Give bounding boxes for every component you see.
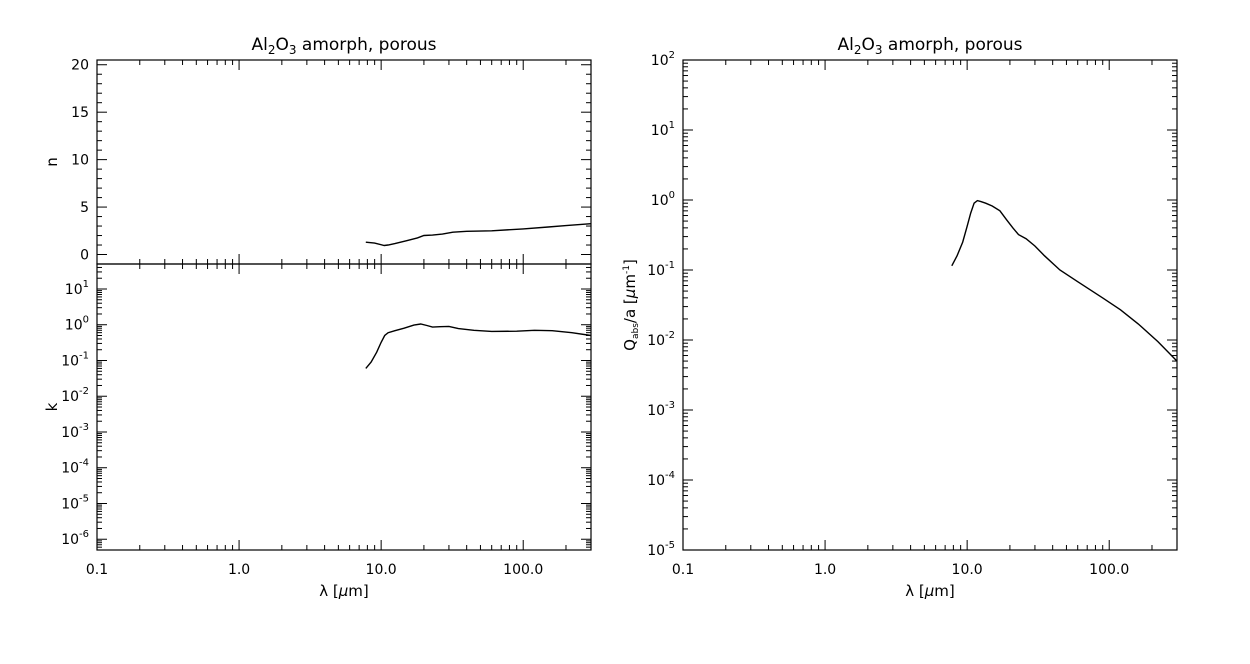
x-tick-label-k: 0.1 [86, 562, 108, 578]
plot-frame-k [96, 263, 592, 551]
y-tick-label-qabs: 102 [651, 50, 675, 69]
chart-title-n: Al2O3 amorph, porous [251, 35, 436, 57]
y-tick-label-qabs: 10-5 [647, 540, 675, 559]
panel-n-plot: 0 5 10 15 20 n Al2O3 amorph, porous [43, 35, 592, 265]
y-tick-label-n: 10 [71, 153, 89, 169]
x-tick-label-k: 1.0 [228, 562, 250, 578]
y-tick-label-n: 5 [80, 200, 89, 216]
y-tick-label-n: 15 [71, 105, 89, 121]
y-tick-label-n: 0 [80, 248, 89, 264]
x-tick-label-qabs: 0.1 [672, 562, 694, 578]
y-tick-label-qabs: 101 [651, 120, 675, 139]
panel-k-plot: 0.1 1.0 10.0 100.0 λ [μm] 10-6 10-5 10-4 10-3 10-… [43, 263, 592, 600]
y-tick-label-k: 10-4 [61, 458, 89, 477]
y-tick-label-k: 10-6 [61, 529, 89, 548]
x-tick-label-qabs: 10.0 [952, 562, 983, 578]
y-tick-label-qabs: 10-4 [647, 470, 675, 489]
plot-frame-qabs [682, 59, 1178, 551]
x-tick-label-qabs: 100.0 [1089, 562, 1129, 578]
y-tick-label-k: 10-1 [61, 350, 89, 369]
panel-qabs-plot: 0.1 1.0 10.0 100.0 λ [μm] 10-5 10-4 10-3 10-2 10-… [621, 35, 1178, 600]
y-axis-label-n: n [43, 157, 61, 167]
x-tick-label-k: 10.0 [366, 562, 397, 578]
y-tick-label-k: 101 [65, 279, 89, 298]
series-line-k [365, 323, 592, 369]
y-tick-label-k: 10-5 [61, 493, 89, 512]
y-tick-label-qabs: 10-1 [647, 260, 675, 279]
series-line-qabs [951, 199, 1178, 362]
y-tick-label-k: 10-3 [61, 422, 89, 441]
x-axis-label-k: λ [μm] [319, 582, 369, 600]
chart-title-qabs: Al2O3 amorph, porous [837, 35, 1022, 57]
y-tick-label-qabs: 100 [651, 190, 675, 209]
y-tick-label-qabs: 10-2 [647, 330, 675, 349]
x-tick-label-qabs: 1.0 [814, 562, 836, 578]
y-axis-label-qabs: Qabs/a [μm-1] [621, 259, 641, 351]
x-axis-label-qabs: λ [μm] [905, 582, 955, 600]
y-tick-label-n: 20 [71, 58, 89, 74]
x-tick-label-k: 100.0 [503, 562, 543, 578]
y-tick-label-k: 10-2 [61, 386, 89, 405]
series-line-n [365, 223, 592, 247]
y-axis-label-k: k [43, 402, 61, 411]
y-tick-label-qabs: 10-3 [647, 400, 675, 419]
plot-frame-n [96, 59, 592, 265]
y-tick-label-k: 100 [65, 315, 89, 334]
